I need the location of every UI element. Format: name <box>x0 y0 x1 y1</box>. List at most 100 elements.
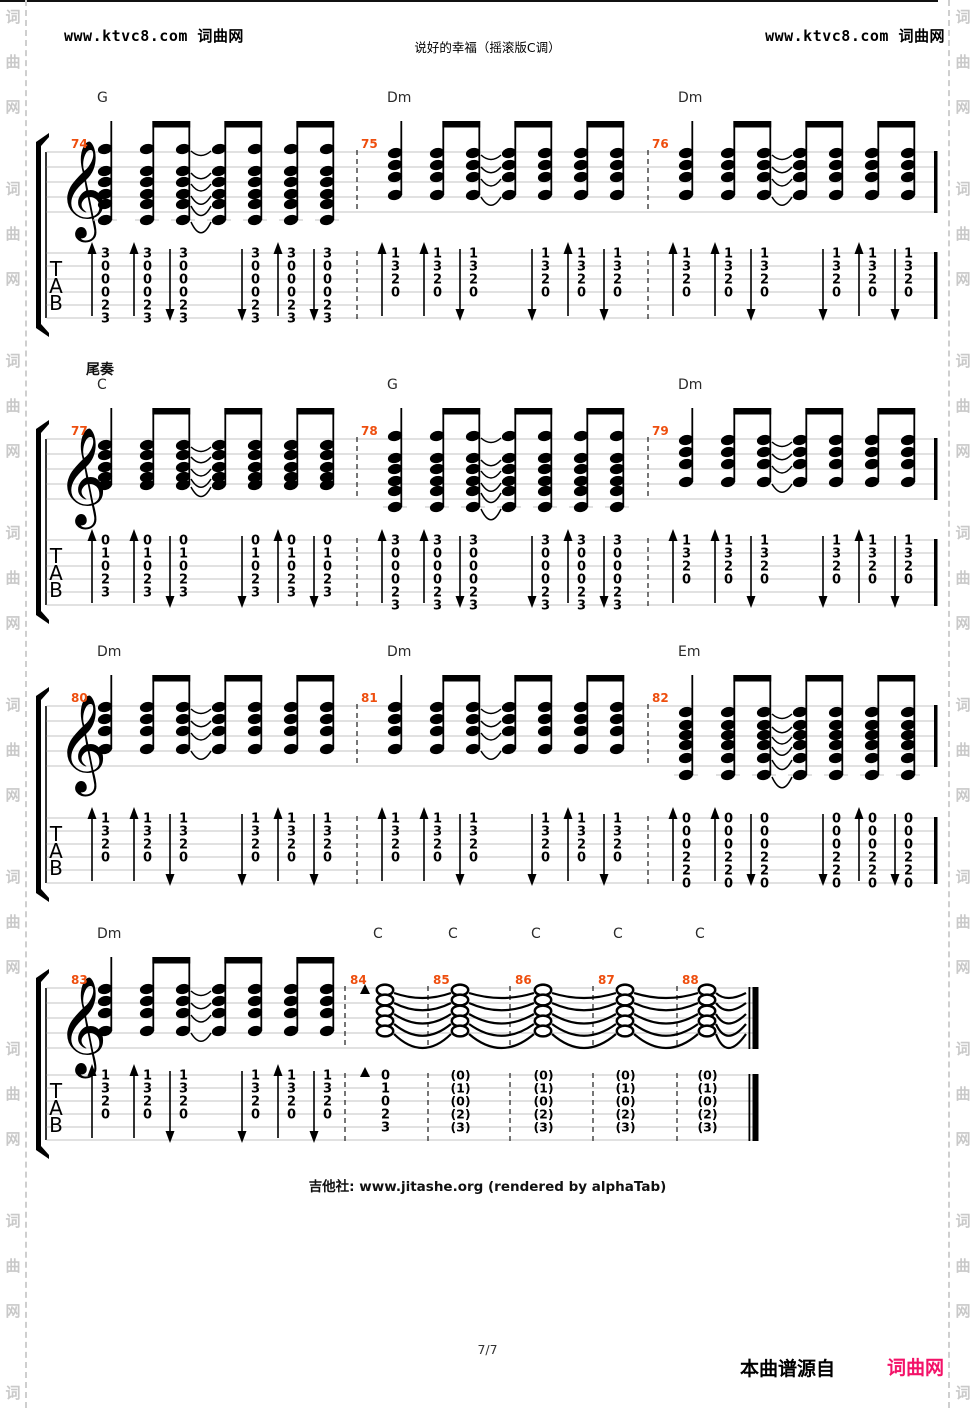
notehead <box>429 452 445 464</box>
tab-fret-number: 0 <box>868 573 877 588</box>
strum-down-arrowhead <box>237 596 247 608</box>
tab-fret-number: 3 <box>179 825 188 840</box>
tab-fret-number: 3 <box>323 1082 332 1097</box>
strum-down-arrowhead <box>890 874 900 886</box>
notehead <box>175 725 191 737</box>
notehead <box>537 463 553 475</box>
notehead <box>211 449 227 461</box>
tab-fret-number: 0 <box>868 825 877 840</box>
tab-fret-number: 0 <box>251 851 260 866</box>
notehead <box>720 769 736 781</box>
tie <box>480 708 502 715</box>
notehead <box>247 461 263 473</box>
tab-clef-letter: T <box>49 822 63 846</box>
notehead <box>465 501 481 513</box>
tab-fret-number: 2 <box>251 573 260 588</box>
strum-down-arrowhead <box>818 874 828 886</box>
strum-down-arrowhead <box>309 309 319 321</box>
notehead <box>283 214 299 226</box>
notehead <box>175 176 191 188</box>
watermark-char: 词 <box>5 180 21 198</box>
notehead <box>387 171 403 183</box>
notehead <box>139 176 155 188</box>
notehead <box>465 171 481 183</box>
tab-fret-number: 0 <box>760 838 769 853</box>
tab-fret-number: 0 <box>251 273 260 288</box>
tab-fret-number: 2 <box>251 1095 260 1110</box>
tab-fret-number: 2 <box>251 299 260 314</box>
notehead <box>678 189 694 201</box>
notehead <box>828 171 844 183</box>
tab-fret-number: 1 <box>541 812 550 827</box>
notehead <box>175 713 191 725</box>
header-site-link-right[interactable]: www.ktvc8.com 词曲网 <box>765 27 945 45</box>
chord-label: Dm <box>97 644 121 660</box>
tab-clef-letter: B <box>49 856 63 880</box>
tie <box>771 776 793 789</box>
tab-fret-number: 0 <box>682 825 691 840</box>
tab-fret-number: 3 <box>143 586 152 601</box>
strum-up-arrowhead <box>87 529 97 541</box>
beam <box>877 675 916 682</box>
tie <box>190 195 212 205</box>
notehead <box>247 165 263 177</box>
notehead <box>792 476 808 488</box>
notehead <box>211 1007 227 1019</box>
strum-down-arrowhead <box>890 309 900 321</box>
notehead <box>139 725 155 737</box>
notehead <box>900 159 916 171</box>
tab-fret-number: 2 <box>251 838 260 853</box>
tab-fret-number: 0 <box>682 838 691 853</box>
notehead <box>247 743 263 755</box>
notehead <box>864 171 880 183</box>
notehead <box>573 475 589 487</box>
whole-note-tie <box>551 991 617 1000</box>
notehead <box>247 198 263 210</box>
whole-note-tie <box>468 1013 535 1025</box>
strum-down-arrowhead <box>818 309 828 321</box>
whole-note-tie <box>551 1033 617 1049</box>
notehead <box>900 752 916 764</box>
header-site-link-left[interactable]: www.ktvc8.com 词曲网 <box>64 27 244 45</box>
tab-fret-number: 2 <box>760 864 769 879</box>
tab-fret-number: 0 <box>251 260 260 275</box>
beam <box>224 408 263 415</box>
tab-fret-number: 3 <box>613 260 622 275</box>
tab-fret-number: 1 <box>724 534 733 549</box>
tie <box>480 196 502 206</box>
accent-triangle <box>360 984 370 994</box>
tab-fret-number: 0 <box>682 286 691 301</box>
notehead <box>756 446 772 458</box>
tab-fret-number: 0 <box>613 547 622 562</box>
chord-label: C <box>531 926 541 942</box>
notehead <box>247 995 263 1007</box>
render-credit: 吉他社: www.jitashe.org (rendered by alphaT… <box>308 1179 667 1195</box>
tab-fret-number: 3 <box>832 547 841 562</box>
tab-fret-number: 3 <box>682 547 691 562</box>
notehead <box>429 147 445 159</box>
tab-fret-number: 1 <box>868 534 877 549</box>
notehead <box>247 1007 263 1019</box>
tab-fret-number: 3 <box>251 825 260 840</box>
tab-fret-number: 0 <box>101 260 110 275</box>
accent-triangle <box>360 1067 370 1077</box>
beam <box>442 121 481 128</box>
whole-notehead <box>450 993 470 1007</box>
system-bracket-hook <box>36 324 49 337</box>
whole-notehead <box>375 993 395 1007</box>
tab-fret-number: (0) <box>697 1068 717 1083</box>
notehead <box>211 713 227 725</box>
tab-clef-letter: B <box>49 291 63 315</box>
tab-clef-letter: A <box>49 274 63 298</box>
tab-fret-number: 2 <box>613 838 622 853</box>
chord-label: Dm <box>387 644 411 660</box>
beam <box>224 957 263 964</box>
notehead <box>465 147 481 159</box>
treble-clef-icon: 𝄞 <box>57 140 107 243</box>
watermark-char: 曲 <box>955 53 971 71</box>
notehead <box>792 729 808 741</box>
source-brand-link[interactable]: 词曲网 <box>887 1357 945 1379</box>
tab-fret-number: 0 <box>179 851 188 866</box>
notehead <box>429 159 445 171</box>
notehead <box>828 719 844 731</box>
